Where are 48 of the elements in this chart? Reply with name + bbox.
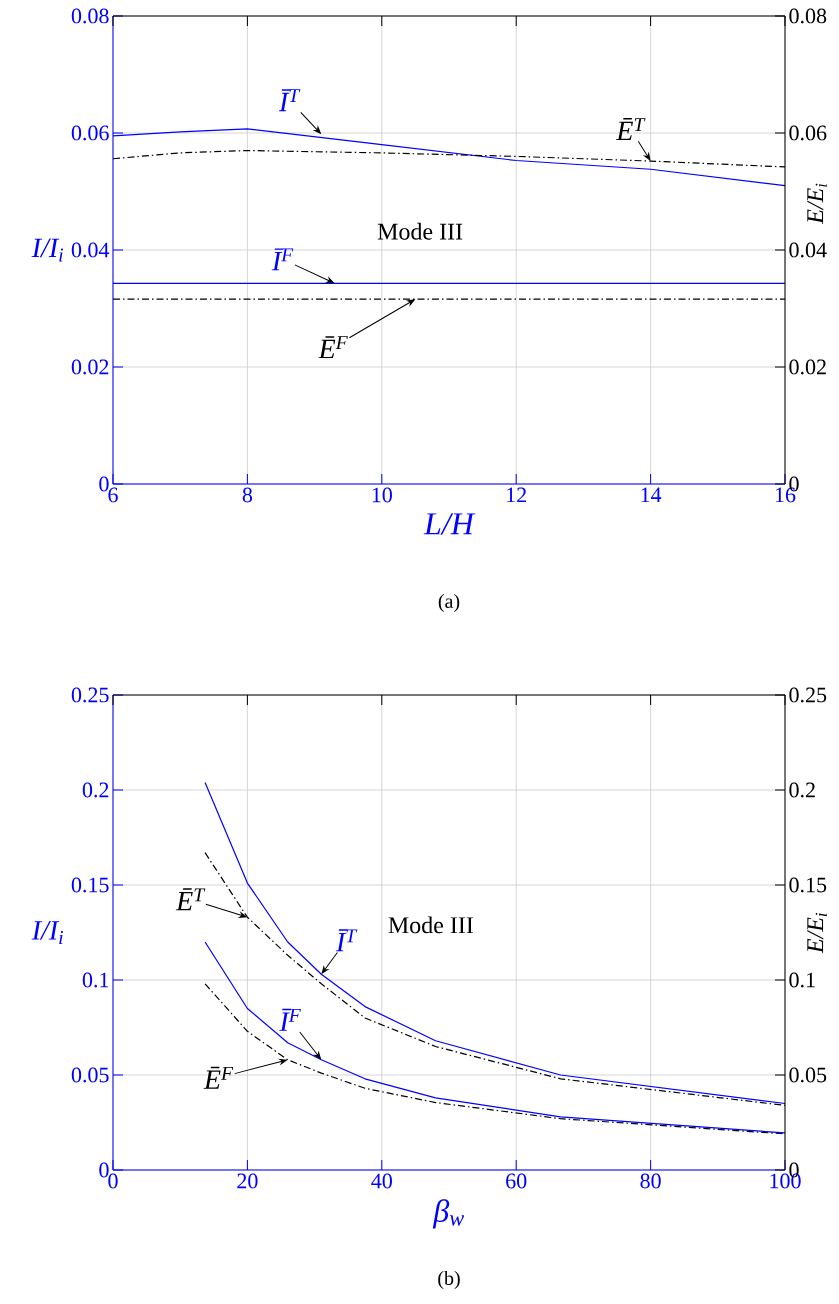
annotation: Mode III [388,916,473,934]
y-tick-label: 0.06 [71,125,109,141]
annotation: Ē$^{F}$ [203,1066,234,1089]
y2-tick-label: 0.25 [789,687,827,703]
y2-axis-title: E/E$_{i}$ [807,183,827,225]
annotation: Ī$^{F}$ [271,248,294,271]
y2-tick-label: 0.1 [789,972,815,988]
y2-tick-label: 0.04 [789,242,827,258]
annotation: Ē$^{T}$ [175,888,206,911]
y2-axis-title: E/E$_{i}$ [807,912,827,954]
y-tick-label: 0 [99,1162,109,1178]
x-tick-label: 10 [372,487,392,503]
x-tick-label: 6 [108,487,118,503]
annotation: Mode III [377,222,463,240]
y2-tick-label: 0.15 [789,877,827,893]
y-axis-title: I/I$_{i}$ [31,921,63,944]
x-axis-title: L/H [423,513,476,535]
y-tick-label: 0.25 [71,687,109,703]
y-tick-label: 0.08 [71,8,109,24]
x-tick-label: 20 [237,1173,258,1189]
text: (b) [438,1270,460,1290]
x-tick-label: 14 [641,487,662,503]
y2-tick-label: 0.06 [789,125,827,141]
y2-tick-label: 0.2 [789,782,815,798]
annotation: Ī$^{F}$ [279,1008,301,1031]
y-tick-label: 0 [99,476,109,492]
x-tick-label: 80 [640,1173,661,1189]
y-tick-label: 0.15 [71,877,109,893]
y2-tick-label: 0.08 [789,8,827,24]
x-tick-label: 40 [371,1173,392,1189]
annotation: Ī$^{T}$ [335,929,358,952]
y-tick-label: 0.05 [71,1067,109,1083]
y2-tick-label: 0.05 [789,1067,827,1083]
y-tick-label: 0.02 [71,359,109,375]
y-tick-label: 0.1 [82,972,109,988]
annotation: Ī$^{T}$ [278,89,301,112]
text: (a) [438,593,460,613]
line-series [204,781,786,1105]
annotation: Ē$^{F}$ [318,336,348,359]
x-tick-label: 12 [507,487,526,503]
y-axis-title: I/I$_{i}$ [31,238,63,262]
x-tick-label: 60 [506,1173,527,1189]
y2-tick-label: 0.02 [789,359,826,375]
y-tick-label: 0.2 [82,782,109,798]
x-axis-title: β$_{w}$ [432,1199,465,1229]
x-tick-label: 8 [242,487,253,503]
annotation: Ē$^{T}$ [616,118,646,141]
y-tick-label: 0.04 [71,242,110,258]
